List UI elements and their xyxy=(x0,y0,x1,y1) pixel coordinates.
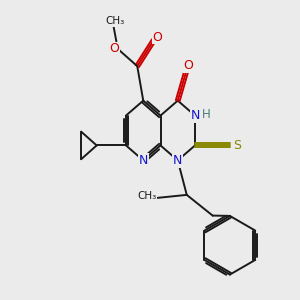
Text: H: H xyxy=(202,108,211,121)
Text: S: S xyxy=(233,139,241,152)
Text: CH₃: CH₃ xyxy=(137,191,157,201)
Text: O: O xyxy=(152,31,162,44)
Text: CH₃: CH₃ xyxy=(105,16,124,26)
Text: N: N xyxy=(173,154,182,167)
Text: O: O xyxy=(183,59,193,73)
Text: N: N xyxy=(190,109,200,122)
Text: N: N xyxy=(139,154,148,167)
Text: O: O xyxy=(109,42,119,56)
